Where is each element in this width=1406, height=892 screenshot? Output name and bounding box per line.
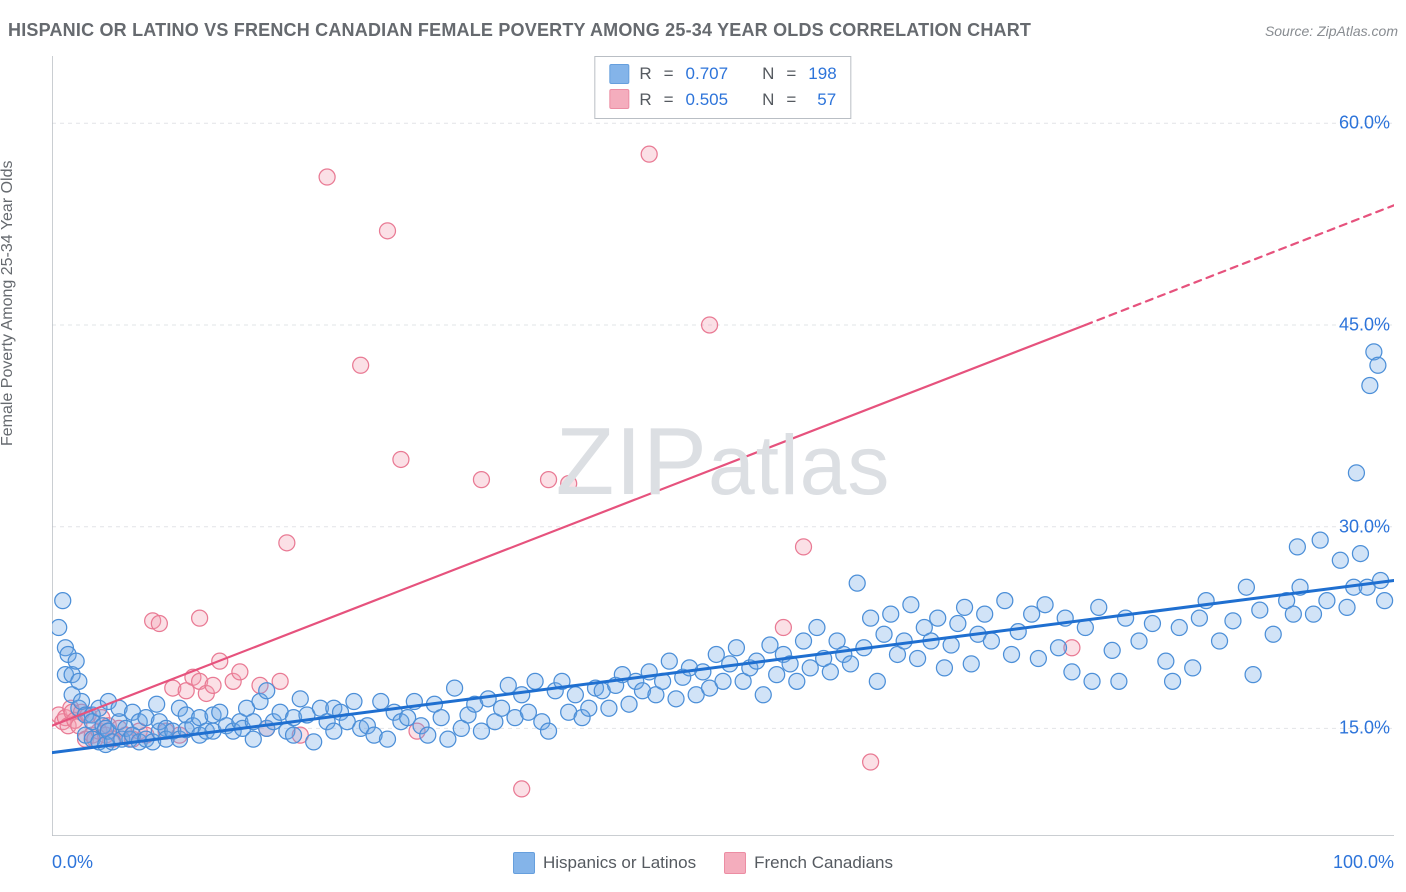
equals-sign: = bbox=[784, 87, 798, 113]
stats-row-pink: R = 0.505 N = 57 bbox=[609, 87, 836, 113]
stat-n-label: N bbox=[762, 61, 774, 87]
scatter-plot-svg bbox=[52, 56, 1394, 836]
x-tick-label: 0.0% bbox=[52, 852, 93, 873]
stat-r-label: R bbox=[639, 87, 651, 113]
category-legend: Hispanics or Latinos French Canadians bbox=[513, 852, 893, 874]
x-tick-label: 100.0% bbox=[1333, 852, 1394, 873]
stat-n-label: N bbox=[762, 87, 774, 113]
stat-r-value-pink: 0.505 bbox=[686, 87, 729, 113]
legend-label-blue: Hispanics or Latinos bbox=[543, 853, 696, 873]
stats-row-blue: R = 0.707 N = 198 bbox=[609, 61, 836, 87]
swatch-pink-icon bbox=[724, 852, 746, 874]
equals-sign: = bbox=[662, 61, 676, 87]
chart-container: HISPANIC OR LATINO VS FRENCH CANADIAN FE… bbox=[0, 0, 1406, 892]
swatch-pink-icon bbox=[609, 89, 629, 109]
y-tick-label: 45.0% bbox=[1339, 314, 1390, 335]
swatch-blue-icon bbox=[513, 852, 535, 874]
plot-area: ZIPatlas R = 0.707 N = 198 R = 0.505 N bbox=[52, 56, 1394, 836]
y-axis-ticks: 15.0%30.0%45.0%60.0% bbox=[1381, 56, 1382, 836]
stat-n-value-blue: 198 bbox=[808, 61, 836, 87]
legend-item-pink: French Canadians bbox=[724, 852, 893, 874]
legend-label-pink: French Canadians bbox=[754, 853, 893, 873]
chart-title: HISPANIC OR LATINO VS FRENCH CANADIAN FE… bbox=[8, 20, 1031, 41]
chart-source: Source: ZipAtlas.com bbox=[1265, 23, 1398, 39]
stats-legend-box: R = 0.707 N = 198 R = 0.505 N = 57 bbox=[594, 56, 851, 119]
stat-n-value-pink: 57 bbox=[808, 87, 836, 113]
stat-r-label: R bbox=[639, 61, 651, 87]
y-tick-label: 15.0% bbox=[1339, 718, 1390, 739]
swatch-blue-icon bbox=[609, 64, 629, 84]
y-tick-label: 30.0% bbox=[1339, 516, 1390, 537]
stat-r-value-blue: 0.707 bbox=[686, 61, 729, 87]
title-bar: HISPANIC OR LATINO VS FRENCH CANADIAN FE… bbox=[8, 20, 1398, 41]
equals-sign: = bbox=[662, 87, 676, 113]
equals-sign: = bbox=[784, 61, 798, 87]
y-axis-label: Female Poverty Among 25-34 Year Olds bbox=[0, 161, 17, 447]
legend-item-blue: Hispanics or Latinos bbox=[513, 852, 696, 874]
y-tick-label: 60.0% bbox=[1339, 113, 1390, 134]
